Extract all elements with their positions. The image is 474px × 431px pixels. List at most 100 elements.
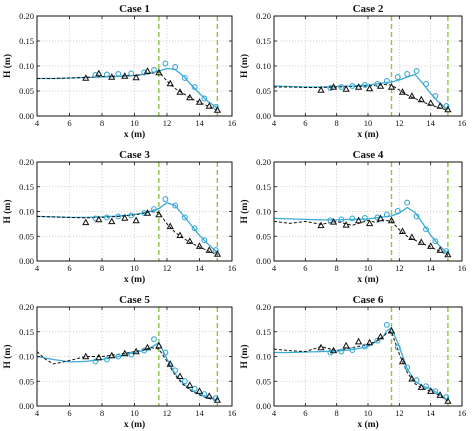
- data-point-circle: [443, 103, 450, 109]
- x-tick-label: 8: [100, 408, 104, 418]
- x-tick-label: 6: [303, 263, 307, 273]
- data-point-triangle: [108, 351, 116, 359]
- data-point-circle: [151, 206, 157, 212]
- panel-case-1: Case 1 4 6 8 10 12 14 16 0.00 0.05 0.10 0.15 0.20 x (…: [2, 3, 236, 140]
- data-point-triangle: [176, 231, 184, 238]
- panel-title: Case 4: [353, 149, 384, 161]
- data-point-circle: [361, 214, 368, 221]
- data-point-triangle: [342, 85, 350, 92]
- data-point-circle: [92, 358, 99, 365]
- data-point-circle: [115, 71, 122, 77]
- data-point-triangle: [121, 214, 129, 221]
- data-point-circle: [394, 344, 401, 351]
- data-point-triangle: [166, 79, 174, 87]
- y-tick-label: 0.00: [256, 401, 271, 411]
- panel-case-3: Case 3 4 6 8 10 12 14 16 0.00 0.05 0.10 0.15 0.20 x (…: [2, 149, 236, 285]
- y-tick-label: 0.10: [256, 207, 271, 217]
- data-point-circle: [191, 225, 198, 232]
- data-point-triangle: [408, 92, 416, 99]
- y-axis-label: H (m): [2, 344, 13, 368]
- data-point-circle: [103, 214, 110, 221]
- x-tick-label: 16: [228, 118, 237, 128]
- x-tick-label: 10: [130, 408, 139, 418]
- data-point-triangle: [342, 341, 350, 349]
- data-point-triangle: [205, 392, 213, 399]
- data-point-triangle: [82, 352, 90, 360]
- x-tick-label: 8: [335, 263, 339, 273]
- y-tick-label: 0.15: [256, 327, 271, 337]
- data-point-triangle: [95, 69, 103, 77]
- data-point-circle: [115, 353, 122, 360]
- data-point-circle: [404, 364, 411, 371]
- data-point-circle: [103, 71, 110, 78]
- x-tick-label: 12: [163, 263, 172, 273]
- data-point-circle: [201, 391, 208, 398]
- data-point-triangle: [317, 221, 325, 229]
- y-tick-label: 0.05: [256, 86, 271, 96]
- data-point-triangle: [387, 83, 396, 90]
- x-axis-label: x (m): [124, 274, 145, 285]
- x-tick-label: 10: [364, 263, 373, 273]
- x-tick-label: 16: [228, 408, 237, 418]
- data-point-triangle: [132, 73, 140, 81]
- panel-case-4: Case 4 4 6 8 10 12 14 16 0.00 0.05 0.10 0.15 0.20 x (…: [239, 149, 466, 285]
- data-point-circle: [383, 78, 390, 84]
- y-tick-label: 0.20: [256, 157, 271, 167]
- x-axis-label: x (m): [124, 129, 145, 140]
- x-tick-label: 10: [364, 118, 373, 128]
- x-tick-label: 4: [35, 408, 40, 418]
- x-tick-label: 12: [395, 118, 404, 128]
- y-axis-label: H (m): [239, 199, 250, 223]
- data-point-circle: [349, 83, 356, 89]
- x-tick-label: 14: [195, 263, 204, 273]
- data-point-circle: [181, 214, 188, 221]
- x-tick-label: 14: [426, 263, 435, 273]
- data-point-triangle: [329, 346, 338, 354]
- series-line-cyan: [36, 201, 218, 254]
- x-tick-label: 16: [458, 263, 467, 273]
- data-point-triangle: [387, 216, 396, 224]
- data-point-circle: [413, 68, 420, 74]
- data-point-circle: [141, 347, 148, 354]
- data-point-circle: [172, 367, 179, 374]
- series-line-black-dashed: [273, 219, 449, 256]
- data-point-triangle: [444, 397, 452, 404]
- y-tick-label: 0.00: [256, 256, 271, 266]
- data-point-triangle: [195, 98, 204, 105]
- data-point-triangle: [436, 391, 444, 398]
- x-tick-label: 10: [364, 408, 373, 418]
- x-tick-label: 4: [272, 263, 277, 273]
- panel-title: Case 1: [119, 3, 150, 15]
- data-point-triangle: [398, 357, 407, 365]
- data-point-circle: [212, 247, 219, 254]
- series-line-cyan: [37, 67, 218, 109]
- series-line-black-dashed: [37, 71, 218, 112]
- data-point-triangle: [108, 73, 116, 80]
- data-point-triangle: [342, 221, 350, 228]
- data-point-triangle: [155, 210, 163, 218]
- data-point-circle: [413, 213, 420, 220]
- data-point-triangle: [365, 219, 374, 227]
- data-point-triangle: [436, 102, 444, 109]
- data-point-circle: [191, 385, 198, 392]
- data-point-triangle: [427, 242, 435, 249]
- x-axis-label: x (m): [357, 129, 378, 140]
- data-point-triangle: [82, 218, 90, 226]
- panel-case-6: Case 6 4 6 8 10 12 14 16 0.00 0.05 0.10 0.15 0.20 x (…: [239, 294, 466, 430]
- y-axis-label: H (m): [2, 199, 13, 223]
- data-point-circle: [128, 351, 135, 358]
- data-point-triangle: [408, 374, 416, 382]
- data-point-triangle: [444, 250, 452, 258]
- x-tick-label: 4: [35, 118, 40, 128]
- x-tick-label: 12: [163, 408, 172, 418]
- x-tick-label: 8: [100, 263, 104, 273]
- data-point-triangle: [329, 83, 338, 90]
- data-point-triangle: [317, 86, 325, 93]
- x-tick-label: 14: [195, 118, 204, 128]
- data-point-circle: [349, 215, 356, 222]
- y-tick-label: 0.10: [19, 207, 34, 217]
- y-tick-label: 0.15: [19, 182, 34, 192]
- x-tick-label: 16: [228, 263, 237, 273]
- data-point-triangle: [186, 237, 194, 244]
